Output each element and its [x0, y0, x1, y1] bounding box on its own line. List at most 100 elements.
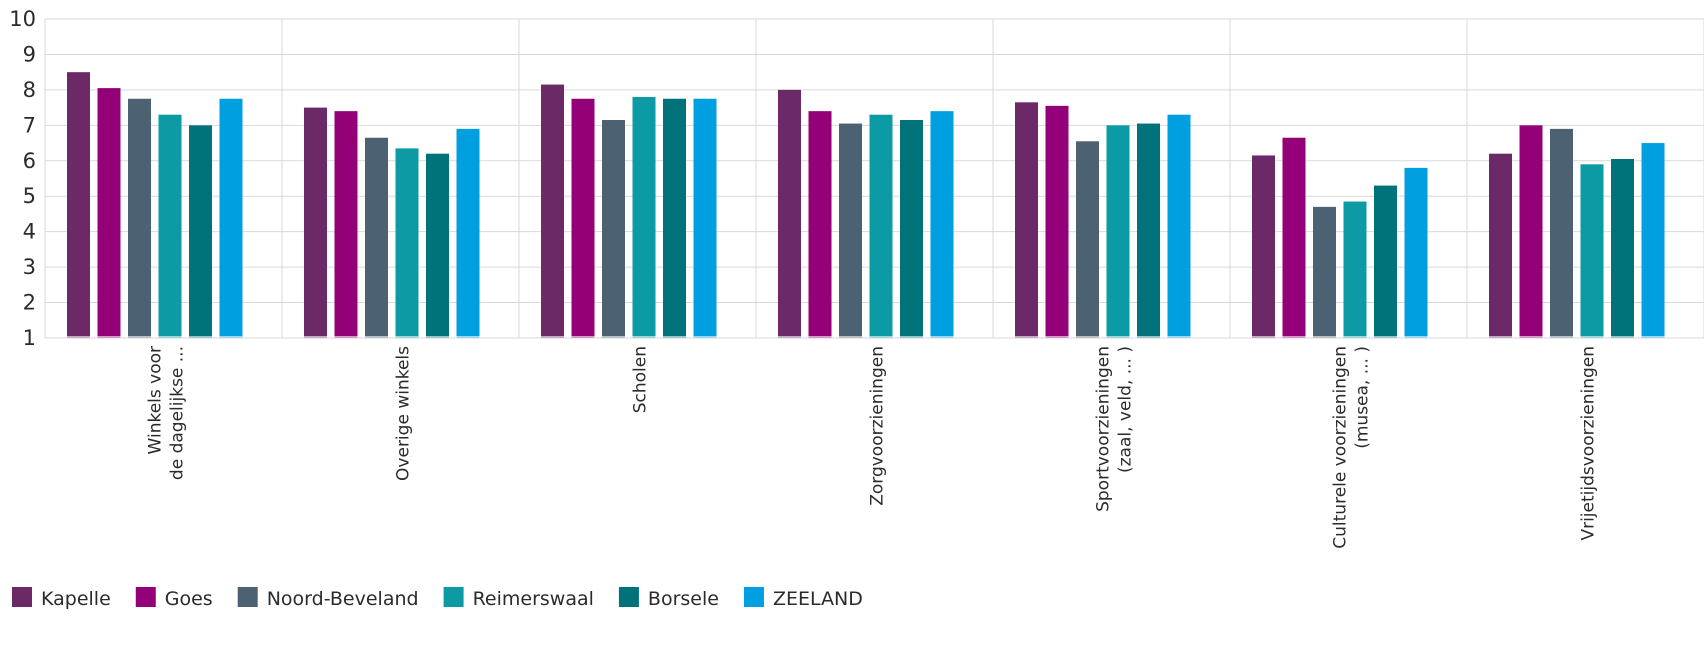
bar-base-highlight [189, 336, 212, 338]
bar-base-highlight [839, 336, 862, 338]
legend-swatch [12, 587, 32, 607]
bar-zeeland [693, 98, 717, 338]
bar-base-highlight [1519, 336, 1543, 338]
category-label: Winkels voor [146, 346, 166, 454]
bar-noord-beveland [128, 98, 151, 338]
bar-base-highlight [67, 336, 90, 338]
bar-noord-beveland [839, 123, 862, 338]
bar-goes [571, 98, 595, 338]
y-tick-label: 10 [9, 7, 36, 31]
category-label: Zorgvoorzieningen [868, 346, 888, 506]
bar-goes [1282, 137, 1306, 338]
bar-base-highlight [1489, 336, 1512, 338]
bar-base-highlight [304, 336, 327, 338]
bar-base-highlight [693, 336, 717, 338]
bar-base-highlight [1282, 336, 1306, 338]
bar-zeeland [219, 98, 243, 338]
bar-base-highlight [869, 336, 893, 338]
y-tick-label: 7 [23, 113, 36, 137]
bar-base-highlight [219, 336, 243, 338]
y-tick-label: 3 [23, 255, 36, 279]
y-tick-label: 6 [23, 149, 36, 173]
bar-base-highlight [1252, 336, 1275, 338]
bar-borsele [189, 125, 212, 338]
bar-reimerswaal [869, 114, 893, 338]
y-tick-label: 4 [23, 220, 36, 244]
bar-base-highlight [365, 336, 388, 338]
bar-goes [808, 111, 832, 339]
bar-base-highlight [1404, 336, 1428, 338]
bar-zeeland [930, 111, 954, 339]
y-tick-label: 8 [23, 78, 36, 102]
category-label: (musea, ... ) [1353, 346, 1373, 449]
bar-base-highlight [1313, 336, 1336, 338]
legend-label: Goes [165, 588, 213, 610]
bar-reimerswaal [158, 114, 182, 338]
category-label: Overige winkels [394, 346, 414, 481]
bar-kapelle [541, 84, 564, 338]
bar-base-highlight [1137, 336, 1160, 338]
bar-base-highlight [632, 336, 656, 338]
y-tick-label: 9 [23, 42, 36, 66]
bar-noord-beveland [1076, 141, 1099, 338]
bar-base-highlight [1106, 336, 1130, 338]
legend-swatch [618, 587, 639, 607]
bar-noord-beveland [365, 137, 388, 338]
bar-base-highlight [1611, 336, 1634, 338]
bar-base-highlight [1343, 336, 1367, 338]
bar-zeeland [1641, 143, 1665, 338]
bar-base-highlight [1550, 336, 1573, 338]
bar-base-highlight [602, 336, 625, 338]
category-label: Culturele voorzieningen [1331, 346, 1351, 549]
bar-reimerswaal [1106, 125, 1130, 338]
bar-reimerswaal [632, 96, 656, 338]
category-label: Sportvoorzieningen [1094, 346, 1114, 512]
legend-label: ZEELAND [773, 588, 863, 610]
bar-reimerswaal [395, 148, 419, 338]
bar-base-highlight [663, 336, 686, 338]
bar-noord-beveland [1313, 206, 1336, 338]
bar-zeeland [456, 128, 480, 338]
bar-borsele [1137, 123, 1160, 338]
legend-swatch [443, 587, 464, 607]
bar-base-highlight [158, 336, 182, 338]
bar-goes [1045, 105, 1069, 338]
bar-base-highlight [334, 336, 358, 338]
legend-label: Reimerswaal [473, 588, 594, 610]
y-tick-label: 1 [23, 326, 36, 350]
bar-kapelle [304, 107, 327, 338]
bars [67, 72, 1665, 339]
y-axis-ticks: 1 2 3 4 5 6 7 8 9 10 [9, 7, 36, 350]
bar-base-highlight [1076, 336, 1099, 338]
bar-reimerswaal [1580, 164, 1604, 338]
category-label: Vrijetijdsvoorzieningen [1579, 346, 1599, 541]
bar-noord-beveland [602, 120, 625, 339]
bar-kapelle [1252, 155, 1275, 338]
bar-reimerswaal [1343, 201, 1367, 338]
bar-kapelle [1489, 153, 1512, 338]
bar-base-highlight [808, 336, 832, 338]
category-label: Scholen [631, 346, 651, 413]
bar-goes [1519, 125, 1543, 338]
bar-base-highlight [571, 336, 595, 338]
legend-swatch [135, 587, 156, 607]
bar-base-highlight [930, 336, 954, 338]
category-label: de dagelijkse ... [168, 346, 188, 480]
y-tick-label: 2 [23, 291, 36, 315]
bar-zeeland [1167, 114, 1191, 338]
legend-swatch [237, 587, 258, 607]
bar-goes [97, 88, 121, 338]
category-labels: Winkels voor de dagelijkse ... Overige win… [146, 346, 1599, 549]
bar-goes [334, 111, 358, 339]
bar-base-highlight [456, 336, 480, 338]
bar-noord-beveland [1550, 128, 1573, 338]
bar-base-highlight [1167, 336, 1191, 338]
category-label: (zaal, veld, ... ) [1116, 346, 1136, 473]
bar-kapelle [778, 89, 801, 338]
bar-borsele [900, 120, 923, 339]
bar-borsele [1611, 159, 1634, 338]
bar-borsele [663, 98, 686, 338]
bar-base-highlight [900, 336, 923, 338]
y-tick-label: 5 [23, 184, 36, 208]
